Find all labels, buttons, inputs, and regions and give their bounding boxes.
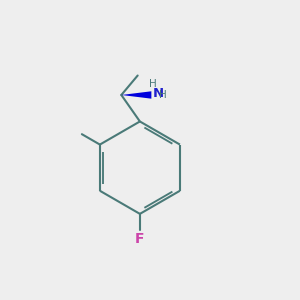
Text: H: H [159, 90, 167, 100]
Text: F: F [135, 232, 145, 246]
Text: N: N [152, 87, 164, 100]
Text: H: H [149, 79, 156, 88]
Polygon shape [121, 91, 152, 99]
